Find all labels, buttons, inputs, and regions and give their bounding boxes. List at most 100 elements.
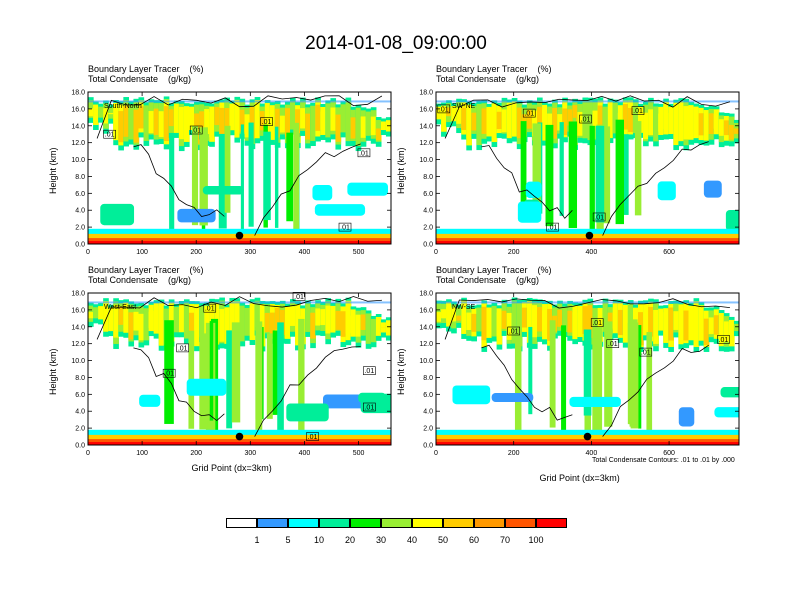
colorbar-label: 10 <box>313 535 325 545</box>
colorbar-label: 1 <box>254 535 260 545</box>
x-tick-label: 100 <box>136 450 148 457</box>
figure-title: 2014-01-08_09:00:00 <box>305 33 487 54</box>
colorbar-swatch <box>319 518 350 528</box>
contour-label: .01 <box>522 108 536 118</box>
y-tick-label: 4.0 <box>423 409 433 416</box>
header-condensate-label: Total Condensate (g/kg) <box>436 275 540 285</box>
svg-text:.01: .01 <box>439 106 449 113</box>
colorbar-swatch <box>412 518 443 528</box>
colorbar-label: 30 <box>375 535 387 545</box>
svg-text:.01: .01 <box>364 368 374 375</box>
svg-text:.01: .01 <box>294 294 304 301</box>
y-tick-label: 6.0 <box>423 191 433 198</box>
colorbar-swatch <box>288 518 319 528</box>
contour-label: .01 <box>203 303 217 313</box>
panel-header: Boundary Layer Tracer (%) Total Condensat… <box>436 265 552 285</box>
panel-name: SW-NE <box>452 103 476 110</box>
svg-text:.01: .01 <box>105 132 115 139</box>
y-tick-label: 16.0 <box>419 307 433 314</box>
contour-label: .01 <box>631 106 645 115</box>
x-axis-label: Grid Point (dx=3km) <box>539 473 620 483</box>
location-marker <box>235 432 244 441</box>
header-tracer-label: Boundary Layer Tracer (%) <box>88 64 204 74</box>
contour-label: .01 <box>717 335 730 344</box>
y-tick-label: 12.0 <box>419 341 433 348</box>
y-tick-label: 12.0 <box>71 140 85 147</box>
y-tick-label: 8.0 <box>75 174 85 181</box>
contour-label: .01 <box>639 347 653 357</box>
y-tick-label: 6.0 <box>75 191 85 198</box>
y-tick-label: 18.0 <box>419 291 433 298</box>
y-tick-label: 6.0 <box>75 392 85 399</box>
svg-text:.01: .01 <box>205 306 215 313</box>
y-tick-label: 4.0 <box>75 409 85 416</box>
y-tick-label: 4.0 <box>75 208 85 215</box>
contour-label: .01 <box>363 366 376 375</box>
y-tick-label: 18.0 <box>419 90 433 97</box>
x-tick-label: 400 <box>586 450 598 457</box>
colorbar-label: 70 <box>499 535 511 545</box>
y-tick-label: 2.0 <box>75 426 85 433</box>
y-tick-label: 2.0 <box>75 225 85 232</box>
x-tick-label: 300 <box>244 249 256 256</box>
header-condensate-label: Total Condensate (g/kg) <box>88 275 192 285</box>
colorbar-label: 5 <box>285 535 291 545</box>
header-tracer-label: Boundary Layer Tracer (%) <box>436 64 552 74</box>
contour-label: .01 <box>363 402 376 412</box>
y-tick-label: 2.0 <box>423 426 433 433</box>
x-tick-label: 100 <box>136 249 148 256</box>
contour-label: .01 <box>338 222 352 232</box>
panel-name: NW-SE <box>452 304 476 311</box>
panel-header: Boundary Layer Tracer (%) Total Condensat… <box>436 64 552 84</box>
colorbar-label: 50 <box>437 535 449 545</box>
y-tick-label: 0.0 <box>423 443 433 450</box>
contour-label: .01 <box>507 326 520 336</box>
y-tick-label: 4.0 <box>423 208 433 215</box>
colorbar-label: 20 <box>344 535 356 545</box>
colorbar-swatch <box>226 518 257 528</box>
colorbar-label: 40 <box>406 535 418 545</box>
y-tick-label: 12.0 <box>419 140 433 147</box>
svg-text:.01: .01 <box>719 337 729 344</box>
x-tick-label: 200 <box>190 450 202 457</box>
x-tick-label: 0 <box>434 249 438 256</box>
header-condensate-label: Total Condensate (g/kg) <box>436 74 540 84</box>
y-tick-label: 8.0 <box>75 375 85 382</box>
y-tick-label: 2.0 <box>423 225 433 232</box>
y-tick-label: 14.0 <box>419 123 433 130</box>
contour-label: .01 <box>606 339 620 348</box>
panel-header: Boundary Layer Tracer (%) Total Condensat… <box>88 64 204 84</box>
header-condensate-label: Total Condensate (g/kg) <box>88 74 192 84</box>
header-tracer-label: Boundary Layer Tracer (%) <box>436 265 552 275</box>
svg-text:.01: .01 <box>548 225 558 232</box>
contour-label: .01 <box>590 318 604 327</box>
contour-footnote: Total Condensate Contours: .01 to .01 by… <box>592 457 735 464</box>
location-marker <box>235 231 244 240</box>
contour-label: .01 <box>579 114 592 124</box>
y-tick-label: 14.0 <box>71 324 85 331</box>
y-tick-label: 10.0 <box>419 157 433 164</box>
x-tick-label: 500 <box>353 450 365 457</box>
svg-text:.01: .01 <box>164 371 174 378</box>
y-tick-label: 16.0 <box>71 307 85 314</box>
contour-label: .01 <box>103 129 116 139</box>
svg-text:.01: .01 <box>524 111 534 118</box>
y-tick-label: 18.0 <box>71 90 85 97</box>
y-tick-label: 14.0 <box>419 324 433 331</box>
svg-text:.01: .01 <box>364 405 374 412</box>
x-axis-label: Grid Point (dx=3km) <box>191 463 272 473</box>
y-tick-label: 0.0 <box>423 242 433 249</box>
colorbar-swatch <box>536 518 567 528</box>
x-tick-label: 0 <box>434 450 438 457</box>
svg-text:.01: .01 <box>608 341 618 348</box>
panel-header: Boundary Layer Tracer (%) Total Condensat… <box>88 265 204 285</box>
x-tick-label: 600 <box>663 450 675 457</box>
y-tick-label: 18.0 <box>71 291 85 298</box>
y-tick-label: 12.0 <box>71 341 85 348</box>
x-tick-label: 400 <box>299 450 311 457</box>
x-tick-label: 500 <box>353 249 365 256</box>
colorbar-swatch <box>381 518 412 528</box>
